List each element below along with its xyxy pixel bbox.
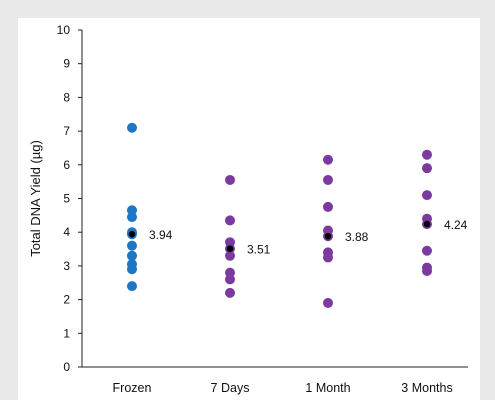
y-tick-label: 6: [63, 158, 70, 172]
data-point: [127, 250, 137, 261]
data-point: [225, 250, 235, 261]
data-point: [422, 163, 432, 174]
x-category-label: 7 Days: [211, 381, 250, 395]
data-point: [323, 252, 333, 263]
x-category-label: 3 Months: [401, 381, 452, 395]
data-point: [225, 174, 235, 185]
data-point: [422, 245, 432, 256]
data-point: [127, 240, 137, 251]
y-tick-label: 2: [63, 293, 70, 307]
data-point: [225, 215, 235, 226]
scatter-chart: 0 1 2 3 4 5 6 7 8 9 10 Frozen 7 Days 1 Month 3 Months…: [28, 23, 468, 395]
y-axis-title: Total DNA Yield (µg): [28, 140, 43, 257]
y-tick-label: 10: [57, 23, 71, 37]
chart-panel: 0 1 2 3 4 5 6 7 8 9 10 Frozen 7 Days 1 Month 3 Months…: [18, 18, 480, 400]
y-axis-ticks: 0 1 2 3 4 5 6 7 8 9 10: [57, 23, 82, 374]
y-tick-label: 4: [63, 225, 70, 239]
x-axis-categories: Frozen 7 Days 1 Month 3 Months: [113, 381, 453, 395]
data-point: [323, 154, 333, 165]
x-category-label: 1 Month: [305, 381, 350, 395]
mean-data-label: 3.51: [247, 243, 271, 257]
mean-data-label: 3.88: [345, 230, 369, 244]
mean-data-label: 4.24: [444, 218, 468, 232]
mean-marker: [128, 230, 136, 238]
y-tick-label: 9: [63, 57, 70, 71]
mean-marker: [226, 245, 234, 253]
data-point: [422, 149, 432, 160]
mean-marker: [324, 232, 332, 240]
y-tick-label: 1: [63, 326, 70, 340]
data-points: [127, 122, 432, 308]
data-point: [225, 274, 235, 285]
data-point: [323, 201, 333, 212]
data-point: [422, 265, 432, 276]
mean-marker: [423, 220, 431, 228]
data-point: [225, 287, 235, 298]
y-tick-label: 7: [63, 124, 70, 138]
data-point: [323, 174, 333, 185]
data-point: [127, 264, 137, 275]
y-tick-label: 5: [63, 192, 70, 206]
mean-data-label: 3.94: [149, 228, 173, 242]
mean-markers: 3.94 3.51 3.88 4.24: [127, 218, 468, 257]
x-category-label: Frozen: [113, 381, 152, 395]
y-tick-label: 3: [63, 259, 70, 273]
y-tick-label: 8: [63, 90, 70, 104]
data-point: [422, 190, 432, 201]
data-point: [127, 122, 137, 133]
y-tick-label: 0: [63, 360, 70, 374]
axes: [81, 30, 468, 368]
data-point: [127, 281, 137, 292]
data-point: [127, 212, 137, 223]
data-point: [323, 297, 333, 308]
